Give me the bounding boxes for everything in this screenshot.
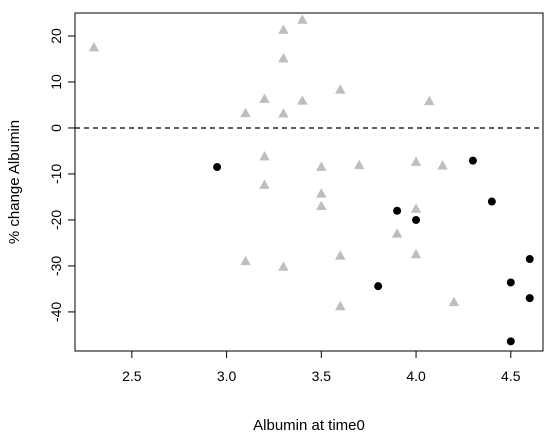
triangle-point — [410, 248, 422, 259]
triangle-point — [410, 203, 422, 213]
circle-point — [506, 278, 515, 287]
x-axis: 2.5 3.0 3.5 4.0 4.5 — [122, 351, 521, 384]
triangle-point — [278, 53, 289, 63]
triangle-point — [353, 159, 365, 170]
triangle-point — [259, 93, 270, 103]
triangle-point — [278, 24, 289, 34]
triangle-point — [297, 95, 308, 105]
y-tick-label: -10 — [48, 164, 64, 184]
y-tick-label: 10 — [48, 74, 64, 90]
triangle-point — [424, 95, 435, 106]
circle-point — [487, 197, 496, 206]
circle-point — [393, 206, 402, 215]
triangle-point — [448, 296, 460, 307]
x-tick-label: 3.0 — [217, 368, 237, 384]
plot-frame — [74, 12, 544, 352]
triangle-point — [240, 107, 251, 118]
circle-point — [412, 215, 421, 224]
y-axis: -40 -30 -20 -10 0 10 20 — [48, 28, 75, 322]
triangle-point — [297, 14, 308, 24]
x-tick-label: 4.0 — [406, 368, 426, 384]
triangle-point — [316, 161, 327, 171]
triangle-point — [316, 188, 327, 198]
x-tick-label: 2.5 — [122, 368, 142, 384]
triangle-point — [410, 156, 422, 166]
circle-point — [506, 337, 515, 346]
triangle-point — [391, 228, 403, 238]
triangle-point — [278, 108, 289, 118]
triangle-point — [259, 179, 270, 189]
y-axis-title: % change Albumin — [6, 120, 23, 244]
y-tick-label: 20 — [48, 28, 64, 44]
y-tick-label: 0 — [48, 124, 64, 132]
circle-point — [374, 282, 383, 291]
y-tick-label: -30 — [48, 256, 64, 276]
y-tick-label: -40 — [48, 302, 64, 322]
triangle-point — [278, 261, 289, 271]
x-axis-title: Albumin at time0 — [253, 417, 365, 434]
triangle-point — [88, 41, 100, 52]
data-points — [88, 14, 534, 346]
triangle-point — [259, 150, 270, 161]
x-tick-label: 4.5 — [501, 368, 521, 384]
circle-point — [525, 294, 534, 303]
triangle-point — [335, 300, 346, 311]
triangle-point — [335, 250, 346, 260]
triangle-point — [316, 200, 327, 210]
triangle-point — [437, 160, 448, 170]
triangle-point — [240, 255, 251, 266]
x-tick-label: 3.5 — [312, 368, 332, 384]
y-tick-label: -20 — [48, 210, 64, 230]
circle-point — [468, 156, 477, 165]
triangle-point — [335, 84, 346, 94]
circle-point — [213, 163, 222, 172]
circle-point — [525, 255, 534, 264]
